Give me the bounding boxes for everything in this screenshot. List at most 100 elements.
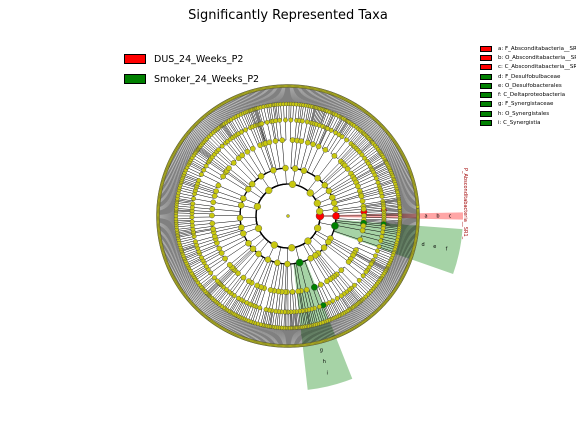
taxon-node xyxy=(279,137,285,144)
branch-line xyxy=(319,128,328,147)
branch-line xyxy=(354,135,366,147)
taxon-node xyxy=(240,195,247,202)
branch-line xyxy=(195,152,209,163)
branch-line xyxy=(317,323,324,342)
branch-line xyxy=(275,327,278,346)
branch-line xyxy=(176,148,193,159)
branch-line xyxy=(363,220,384,223)
branch-line xyxy=(176,208,193,210)
branch-line xyxy=(158,202,177,206)
branch-line xyxy=(317,155,335,179)
branch-line xyxy=(307,87,311,106)
branch-line xyxy=(165,253,183,260)
taxon-node xyxy=(244,186,252,193)
branch-line xyxy=(254,324,260,342)
branch-line xyxy=(373,287,388,300)
branch-line xyxy=(238,158,258,180)
branch-line xyxy=(334,317,343,335)
branch-line xyxy=(334,276,347,293)
branch-line xyxy=(333,190,360,201)
branch-line xyxy=(258,107,263,124)
branch-line xyxy=(208,304,220,319)
branch-line xyxy=(205,115,218,130)
branch-line xyxy=(234,135,247,153)
branch-line xyxy=(192,210,213,212)
branch-line xyxy=(305,87,309,106)
branch-line xyxy=(161,186,179,192)
branch-line xyxy=(309,325,314,344)
branch-line xyxy=(369,156,384,166)
branch-line xyxy=(390,163,408,172)
branch-line xyxy=(398,230,417,234)
taxon-node xyxy=(254,282,261,289)
branch-line xyxy=(164,252,183,259)
branch-line xyxy=(239,95,247,113)
branch-line xyxy=(303,310,307,327)
branch-line xyxy=(241,303,249,319)
branch-line xyxy=(320,91,327,110)
branch-line xyxy=(368,155,383,165)
branch-line xyxy=(219,291,230,305)
branch-line xyxy=(303,326,307,345)
branch-line xyxy=(274,104,277,121)
branch-line xyxy=(344,125,355,139)
branch-line xyxy=(219,236,245,249)
branch-line xyxy=(397,189,416,194)
branch-line xyxy=(234,300,243,315)
branch-line xyxy=(160,190,179,195)
branch-line xyxy=(315,126,323,146)
taxon-node xyxy=(270,167,277,174)
key-swatch xyxy=(480,120,492,127)
branch-line xyxy=(394,174,412,181)
taxon-node xyxy=(316,207,324,215)
branch-line xyxy=(301,290,306,311)
branch-line xyxy=(159,233,178,238)
branch-line xyxy=(186,286,202,298)
branch-line xyxy=(355,171,374,182)
branch-line xyxy=(377,249,393,256)
branch-line xyxy=(308,288,315,309)
branch-line xyxy=(257,124,265,144)
branch-line xyxy=(201,248,220,258)
branch-line xyxy=(249,91,256,110)
branch-line xyxy=(398,234,417,239)
taxon-node xyxy=(307,255,314,262)
branch-line xyxy=(259,288,266,308)
branch-line xyxy=(179,143,196,154)
branch-line xyxy=(336,316,345,334)
branch-line xyxy=(176,203,193,206)
branch-line xyxy=(383,226,400,229)
branch-line xyxy=(195,190,215,197)
branch-line xyxy=(158,206,177,209)
branch-line xyxy=(299,121,303,141)
branch-line xyxy=(187,257,202,266)
taxon-node xyxy=(363,269,369,275)
branch-line xyxy=(364,297,378,311)
legend-label: DUS_24_Weeks_P2 xyxy=(154,53,244,65)
taxon-node xyxy=(328,127,334,133)
branch-line xyxy=(163,249,182,256)
taxon-node xyxy=(375,248,380,254)
branch-line xyxy=(213,225,242,233)
branch-line xyxy=(323,283,333,302)
branch-line xyxy=(303,105,307,122)
branch-line xyxy=(363,298,377,312)
branch-line xyxy=(257,259,269,286)
branch-line xyxy=(249,110,256,126)
branch-line xyxy=(363,298,376,313)
branch-line xyxy=(341,295,352,309)
branch-line xyxy=(354,285,366,297)
taxon-node xyxy=(284,260,291,268)
branch-line xyxy=(158,221,177,224)
branch-line xyxy=(180,278,196,290)
branch-line xyxy=(290,140,293,169)
branch-line xyxy=(176,273,193,284)
branch-line xyxy=(388,157,405,167)
branch-line xyxy=(333,230,361,240)
branch-line xyxy=(356,137,369,150)
branch-line xyxy=(193,155,208,165)
branch-line xyxy=(295,327,297,346)
branch-line xyxy=(349,309,361,325)
branch-line xyxy=(165,254,183,261)
branch-line xyxy=(176,149,192,159)
